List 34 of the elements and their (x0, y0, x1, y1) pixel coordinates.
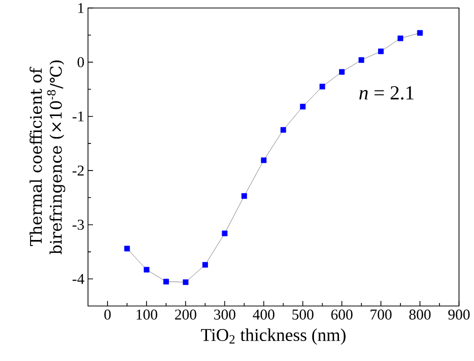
x-axis-title: TiO$_{2}$ thickness (nm) (201, 328, 346, 345)
point (358, 57, 364, 63)
point (300, 104, 306, 110)
point (398, 36, 404, 42)
x-tick-label: 100 (136, 310, 158, 320)
point (260, 157, 267, 164)
x-tick-label: 400 (252, 310, 274, 320)
point (378, 48, 384, 54)
point (280, 127, 286, 133)
point (417, 30, 423, 36)
x-tick-label: 900 (448, 310, 470, 320)
point (182, 279, 188, 285)
y-tick-label: 1 (78, 3, 84, 13)
x-tick-label: 300 (214, 310, 236, 320)
y-tick-label: 0 (78, 57, 84, 68)
x-tick-label: 600 (331, 310, 352, 320)
point (241, 193, 248, 199)
point (163, 278, 169, 284)
y-tick-label: -1 (72, 111, 84, 122)
y-tick-label: -3 (72, 220, 84, 230)
point (222, 230, 228, 236)
y-tick-label: -2 (72, 166, 84, 176)
point (339, 69, 345, 75)
annotation: n = 2.1 (359, 86, 414, 100)
point (202, 262, 208, 268)
x-tick-label: 0 (104, 310, 111, 320)
point (144, 266, 150, 272)
point (124, 246, 130, 252)
x-tick-label: 800 (409, 310, 431, 320)
x-tick-label: 500 (292, 310, 314, 320)
point (320, 84, 326, 90)
x-tick-label: 700 (370, 310, 392, 320)
x-tick-label: 200 (175, 310, 196, 320)
y-tick-label: -4 (72, 274, 84, 284)
